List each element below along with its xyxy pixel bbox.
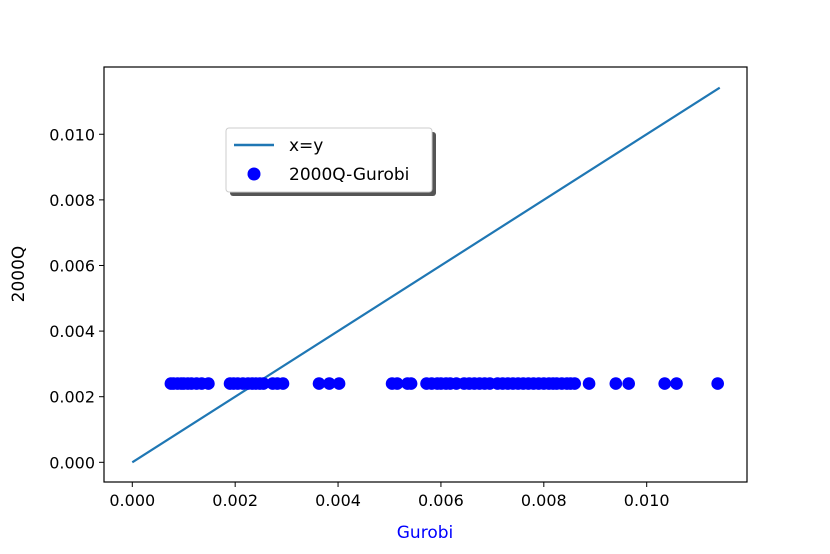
scatter-point	[404, 377, 418, 390]
scatter-point	[257, 377, 270, 390]
plot-area	[131, 86, 724, 464]
x-tick-label: 0.000	[109, 491, 155, 510]
legend-label-line: x=y	[289, 136, 323, 156]
y-tick-label: 0.004	[49, 322, 95, 341]
scatter-point	[568, 377, 581, 390]
legend-marker-swatch	[247, 167, 261, 181]
y-tick-label: 0.002	[49, 388, 95, 407]
scatter-point	[711, 377, 724, 390]
x-tick-label: 0.008	[521, 491, 567, 510]
y-tick-label: 0.000	[49, 453, 95, 472]
scatter-point	[312, 377, 326, 390]
scatter-point	[609, 377, 623, 390]
x-tick-label: 0.004	[315, 491, 361, 510]
scatter-point	[323, 377, 336, 390]
scatter-point	[202, 377, 215, 390]
x-tick-label: 0.010	[624, 491, 670, 510]
y-tick-label: 0.010	[49, 125, 95, 144]
legend-label-scatter: 2000Q-Gurobi	[289, 165, 409, 185]
identity-line	[131, 86, 721, 464]
scatter-point	[390, 377, 404, 390]
scatter-point	[622, 377, 635, 390]
scatter-point	[658, 377, 671, 390]
legend-box	[225, 127, 433, 193]
legend: x=y 2000Q-Gurobi	[225, 127, 436, 196]
x-axis-ticks: 0.000 0.002 0.004 0.006 0.008 0.010	[109, 482, 670, 510]
y-tick-label: 0.006	[49, 256, 95, 275]
scatter-point	[276, 377, 290, 390]
y-tick-label: 0.008	[49, 191, 95, 210]
y-axis-ticks: 0.000 0.002 0.004 0.006 0.008 0.010	[49, 125, 104, 472]
scatter-point	[670, 377, 683, 390]
plot-frame	[103, 66, 748, 483]
x-tick-label: 0.002	[212, 491, 258, 510]
scatter-point	[582, 377, 596, 390]
x-axis-label: Gurobi	[397, 523, 453, 543]
scatter-point	[332, 377, 346, 390]
x-tick-label: 0.006	[418, 491, 464, 510]
y-axis-label: 2000Q	[9, 246, 29, 303]
